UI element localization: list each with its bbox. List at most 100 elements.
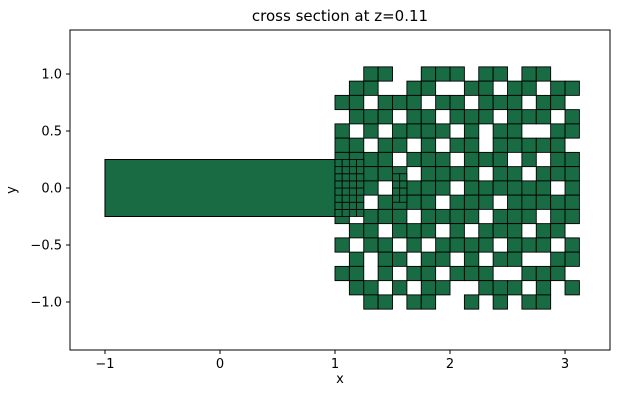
- cell: [363, 294, 379, 310]
- cell: [535, 66, 552, 82]
- cell: [550, 94, 566, 111]
- cell: [334, 123, 350, 139]
- cell: [564, 109, 580, 125]
- cell: [449, 265, 465, 282]
- cell: [435, 180, 451, 196]
- cell: [420, 265, 437, 282]
- cell: [435, 66, 451, 82]
- chart-title: cross section at z=0.11: [251, 7, 429, 25]
- cell: [449, 194, 465, 210]
- cell: [435, 94, 451, 111]
- fine-cell: [356, 201, 365, 210]
- fine-cell: [334, 180, 343, 189]
- cell: [420, 251, 437, 267]
- cell: [535, 109, 552, 125]
- fine-cell: [399, 194, 408, 203]
- cell: [406, 194, 422, 210]
- cell: [564, 151, 580, 168]
- cell: [377, 166, 393, 182]
- cell: [406, 265, 422, 282]
- cell: [507, 194, 523, 210]
- cell: [463, 208, 480, 225]
- cell: [535, 137, 552, 153]
- fine-cell: [341, 180, 350, 189]
- cell: [463, 194, 480, 210]
- cell: [463, 251, 480, 267]
- fine-cell: [341, 159, 350, 168]
- fine-cell: [348, 187, 357, 196]
- cell: [478, 280, 494, 296]
- cell: [550, 194, 566, 210]
- cell: [363, 223, 379, 239]
- cell: [521, 151, 537, 168]
- cell: [435, 151, 451, 168]
- fine-cell: [334, 208, 343, 217]
- cell: [406, 123, 422, 139]
- cell: [420, 166, 437, 182]
- cell: [392, 137, 408, 153]
- cell: [478, 66, 494, 82]
- cell: [463, 166, 480, 182]
- cell: [363, 151, 379, 168]
- cell: [550, 80, 566, 96]
- cell: [348, 80, 365, 96]
- cell: [550, 123, 566, 139]
- cell: [348, 251, 365, 267]
- fine-cell: [341, 208, 350, 217]
- cell: [463, 123, 480, 139]
- cell: [521, 237, 537, 253]
- cell: [507, 123, 523, 139]
- fine-cell: [399, 180, 408, 189]
- cell: [406, 180, 422, 196]
- cell: [492, 66, 508, 82]
- fine-cell: [341, 201, 350, 210]
- cell: [564, 80, 580, 96]
- cell: [348, 137, 365, 153]
- fine-cell: [348, 208, 357, 217]
- cell: [420, 180, 437, 196]
- y-tick-label: 0.5: [41, 125, 62, 140]
- cell: [406, 94, 422, 111]
- cell: [363, 109, 379, 125]
- cell: [463, 109, 480, 125]
- cell: [420, 294, 437, 310]
- cell: [521, 109, 537, 125]
- cell: [492, 208, 508, 225]
- cell: [420, 208, 437, 225]
- x-tick-label: 1: [331, 357, 339, 372]
- fine-cell: [356, 208, 365, 217]
- rod-rect: [104, 159, 336, 218]
- cell: [377, 208, 393, 225]
- fine-cell: [334, 187, 343, 196]
- cell: [535, 265, 552, 282]
- cell: [550, 251, 566, 267]
- cell: [507, 137, 523, 153]
- cell: [478, 180, 494, 196]
- cell: [435, 123, 451, 139]
- cell: [478, 223, 494, 239]
- cell: [420, 223, 437, 239]
- cell: [363, 123, 379, 139]
- cell: [492, 137, 508, 153]
- cell: [449, 208, 465, 225]
- fine-cell: [341, 166, 350, 175]
- x-tick-label: −1: [95, 357, 114, 372]
- cell: [550, 166, 566, 182]
- cell: [478, 94, 494, 111]
- fine-cell: [348, 194, 357, 203]
- cell: [463, 80, 480, 96]
- cell: [449, 137, 465, 153]
- cell: [521, 80, 537, 96]
- x-tick-label: 0: [216, 357, 224, 372]
- cell: [334, 94, 350, 111]
- cell: [478, 194, 494, 210]
- cell: [377, 294, 393, 310]
- cell: [463, 180, 480, 196]
- y-tick-label: 0.0: [41, 182, 62, 197]
- cell: [348, 223, 365, 239]
- cell: [463, 151, 480, 168]
- y-axis-label: y: [4, 186, 20, 194]
- cell: [463, 137, 480, 153]
- cell: [406, 237, 422, 253]
